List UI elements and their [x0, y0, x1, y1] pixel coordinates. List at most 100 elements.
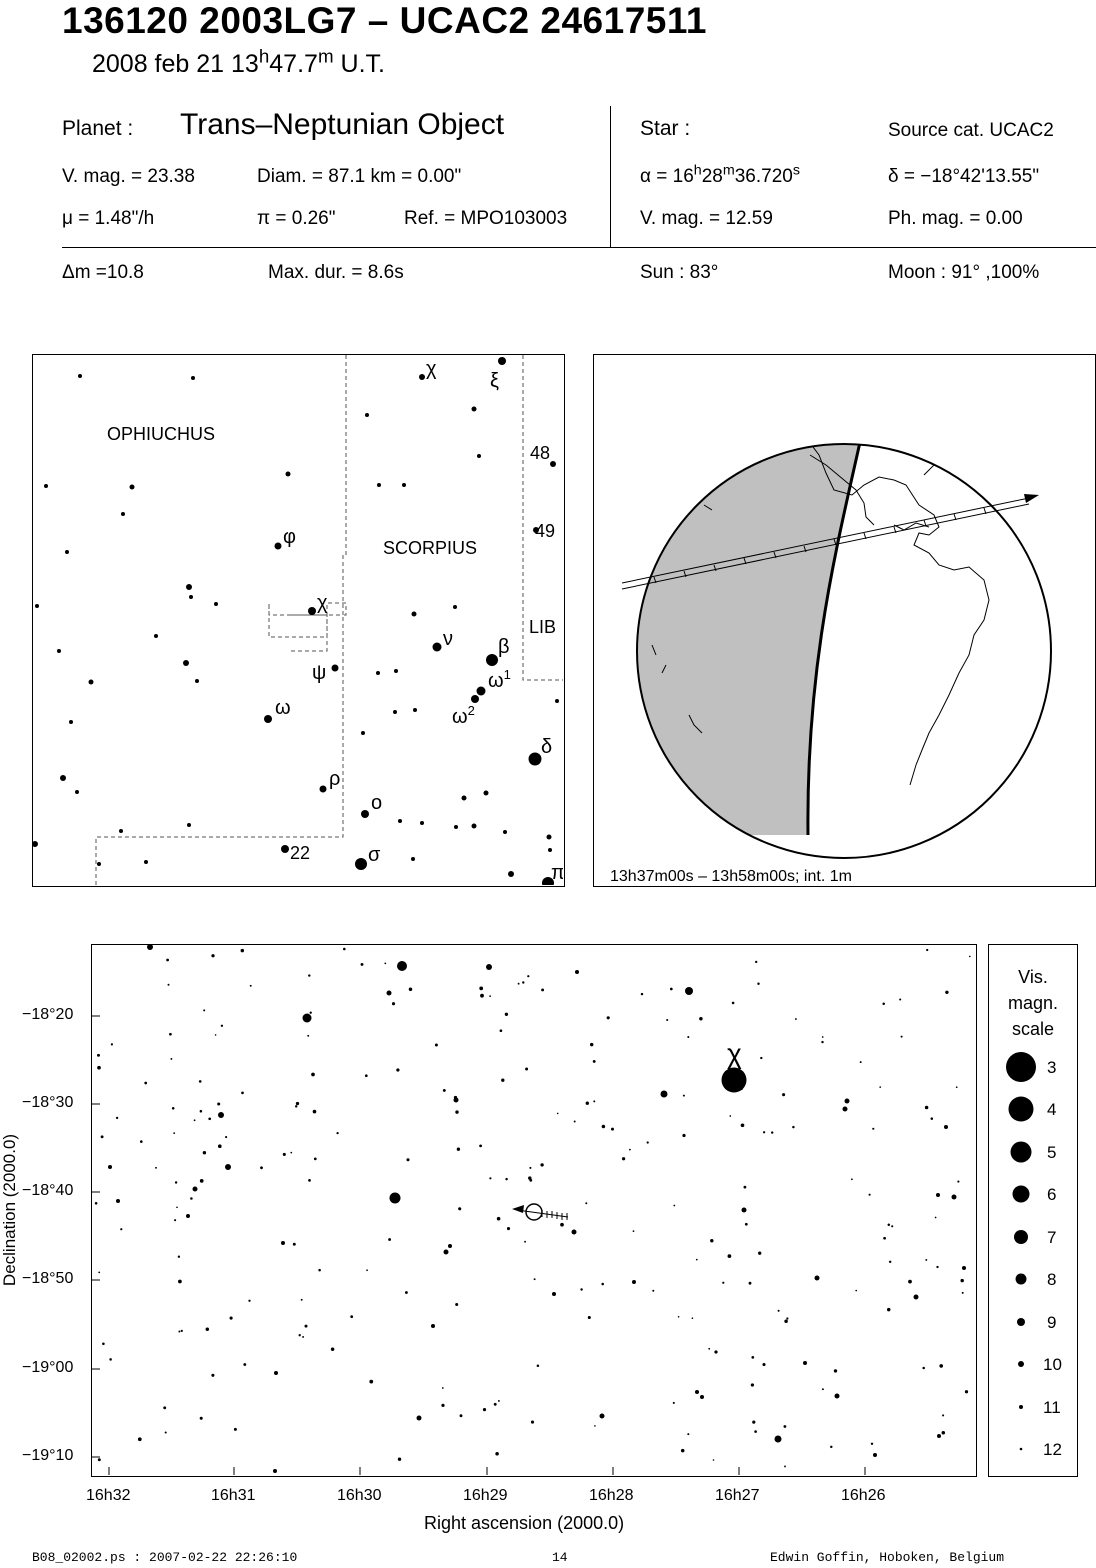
earth-globe-svg: 13h37m00s – 13h58m00s; int. 1m	[610, 443, 1052, 885]
faint-star	[302, 1335, 305, 1338]
faint-star	[754, 1430, 757, 1433]
faint-star	[190, 1197, 193, 1200]
mag-entry: 7	[1047, 1228, 1057, 1247]
faint-star	[497, 1399, 500, 1402]
x-axis-title: Right ascension (2000.0)	[424, 1513, 625, 1533]
faint-star	[573, 1120, 576, 1123]
faint-star	[366, 1269, 368, 1272]
faint-star	[758, 1251, 762, 1255]
faint-star	[167, 983, 170, 986]
greek-nu: ν	[443, 628, 453, 650]
faint-star	[945, 990, 949, 995]
faint-star	[369, 1379, 374, 1384]
ytick-label: −19°10	[22, 1447, 74, 1464]
faint-star	[290, 1151, 293, 1154]
faint-star	[298, 1334, 301, 1337]
occultation-target	[512, 1203, 569, 1221]
faint-star	[687, 1035, 690, 1039]
star-chart-svg: χ	[92, 945, 971, 1475]
star-declination: δ = −18°42'13.55"	[888, 166, 1040, 187]
mag-entry: 9	[1047, 1313, 1057, 1332]
faint-star	[621, 1157, 626, 1161]
greek-pi: π	[551, 862, 563, 884]
faint-star	[924, 1105, 929, 1110]
faint-star	[629, 1148, 631, 1151]
faint-star	[782, 1093, 786, 1097]
faint-star	[960, 1278, 964, 1283]
faint-star	[350, 1315, 354, 1319]
faint-star	[900, 1035, 903, 1038]
chart-stars	[108, 945, 966, 1473]
faint-star	[495, 1452, 499, 1456]
faint-star	[792, 1125, 795, 1129]
faint-star	[851, 1178, 853, 1181]
star-phmag: Ph. mag. = 0.00	[888, 208, 1023, 229]
faint-star	[307, 1034, 310, 1037]
max-duration: Max. dur. = 8.6s	[268, 262, 404, 283]
faint-star	[750, 1383, 755, 1387]
faint-star	[560, 1222, 564, 1227]
faint-star	[529, 1166, 532, 1169]
star-chart: χ	[91, 944, 977, 1477]
faint-star	[304, 1324, 308, 1328]
faint-star	[217, 1144, 222, 1149]
mag-entry: 8	[1047, 1270, 1057, 1289]
faint-star	[585, 1101, 589, 1105]
faint-star	[673, 1204, 676, 1207]
faint-star	[456, 1147, 461, 1151]
faint-star	[139, 1140, 143, 1143]
faint-star	[260, 1166, 263, 1170]
faint-star	[961, 1291, 964, 1294]
faint-star	[309, 1011, 312, 1014]
constellation-boundaries	[95, 355, 563, 885]
faint-star	[360, 962, 364, 966]
greek-psi: ψ	[312, 662, 326, 684]
xtick-label: 16h28	[589, 1487, 634, 1504]
greek-chi-top: χ	[426, 358, 437, 380]
faint-star	[109, 1358, 112, 1361]
xtick-label: 16h32	[86, 1487, 131, 1504]
faint-star	[784, 1319, 788, 1324]
faint-star	[225, 1136, 228, 1139]
faint-star	[391, 1002, 396, 1006]
faint-star	[364, 1074, 368, 1078]
faint-star	[455, 1110, 459, 1114]
faint-star	[833, 1369, 838, 1373]
faint-star	[740, 1123, 745, 1128]
faint-star	[170, 1057, 173, 1060]
faint-star	[455, 1302, 459, 1307]
faint-star	[786, 1317, 789, 1320]
xtick-label: 16h31	[211, 1487, 256, 1504]
faint-star	[164, 1431, 167, 1434]
faint-star	[240, 948, 245, 953]
faint-star	[505, 1177, 508, 1181]
faint-star	[176, 1206, 178, 1209]
faint-star	[504, 1012, 509, 1016]
faint-star	[458, 1207, 462, 1211]
faint-star	[830, 1445, 833, 1449]
greek-omega2: ω2	[452, 703, 475, 728]
faint-star	[727, 1254, 732, 1258]
faint-star	[886, 1307, 891, 1312]
faint-star	[202, 1150, 207, 1155]
faint-star	[292, 1242, 296, 1246]
faint-star	[687, 1433, 690, 1436]
greek-chi: χ	[317, 592, 328, 614]
faint-star	[174, 1219, 177, 1222]
chi-label: χ	[727, 1038, 742, 1069]
faint-star	[925, 1258, 928, 1261]
faint-star	[198, 1080, 202, 1083]
planet-vmag: V. mag. = 23.38	[62, 166, 195, 187]
faint-star	[517, 982, 520, 985]
faint-star	[282, 1152, 286, 1156]
star-label: Star :	[640, 117, 691, 140]
chart-ticks	[92, 1015, 866, 1475]
faint-star	[760, 1056, 763, 1060]
faint-star	[729, 1115, 732, 1117]
info-divider	[610, 106, 611, 248]
faint-star	[177, 1255, 181, 1258]
mag-entry: 6	[1047, 1185, 1057, 1204]
greek-labels: χ ξ φ χ ν β ψ ω1 ω2 ω δ ρ o σ π	[275, 358, 563, 884]
faint-star	[632, 1230, 635, 1232]
faint-star	[529, 1178, 533, 1182]
